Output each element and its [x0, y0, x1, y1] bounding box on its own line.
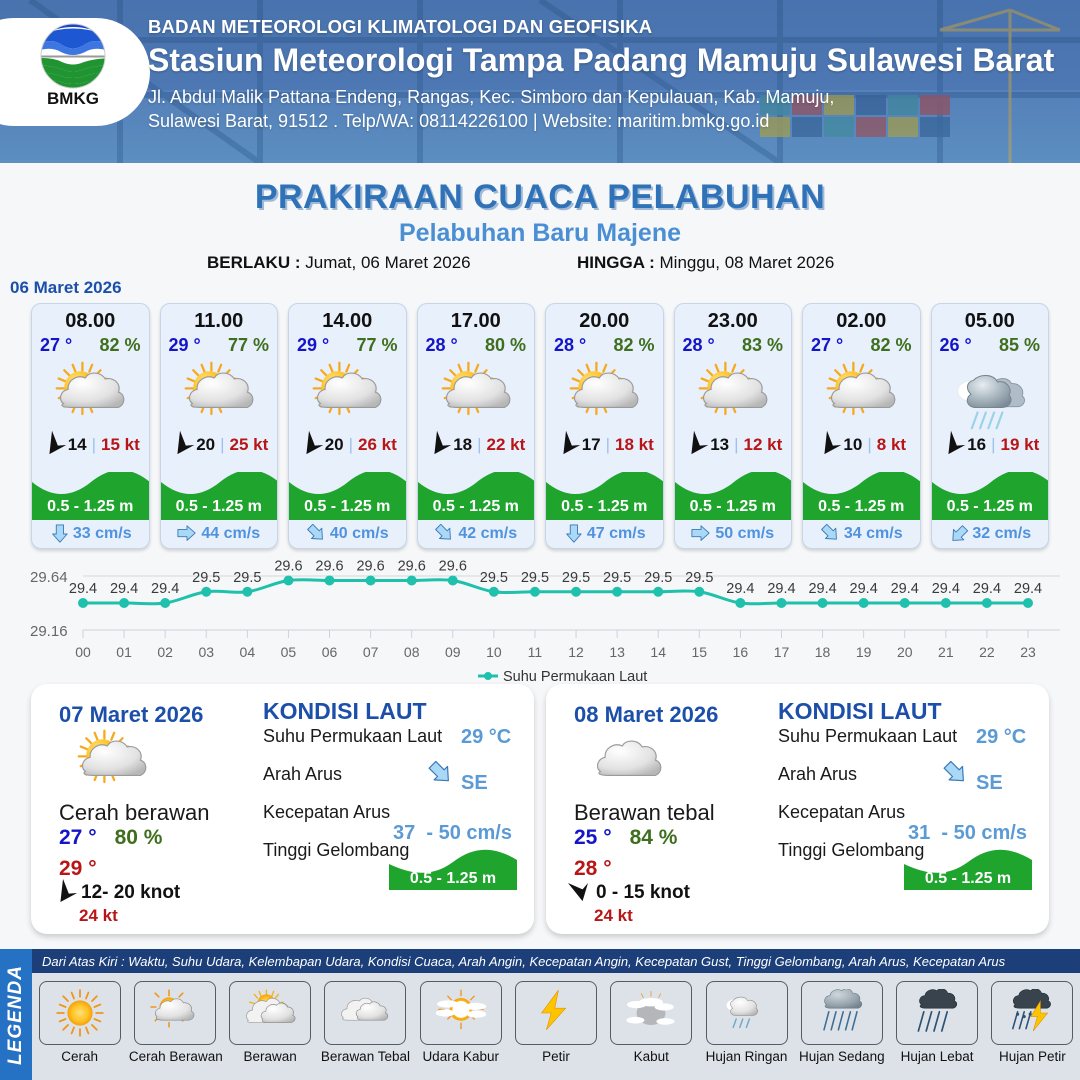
svg-text:29.4: 29.4 [850, 581, 878, 597]
svg-text:11: 11 [528, 644, 543, 660]
svg-text:03: 03 [198, 644, 214, 660]
svg-text:17: 17 [774, 644, 790, 660]
svg-text:20: 20 [897, 644, 913, 660]
svg-text:07: 07 [363, 644, 379, 660]
svg-text:Suhu Permukaan Laut: Suhu Permukaan Laut [503, 669, 647, 685]
svg-text:29.6: 29.6 [439, 559, 467, 575]
svg-text:09: 09 [445, 644, 461, 660]
svg-text:06: 06 [322, 644, 338, 660]
svg-text:29.64: 29.64 [30, 569, 68, 586]
svg-text:29.6: 29.6 [356, 559, 384, 575]
svg-text:16: 16 [733, 644, 749, 660]
svg-text:29.4: 29.4 [973, 581, 1001, 597]
svg-text:15: 15 [692, 644, 708, 660]
svg-text:00: 00 [75, 644, 91, 660]
svg-text:04: 04 [240, 644, 256, 660]
svg-text:08: 08 [404, 644, 420, 660]
svg-text:14: 14 [650, 644, 666, 660]
svg-text:29.4: 29.4 [151, 581, 179, 597]
svg-text:29.6: 29.6 [398, 559, 426, 575]
svg-text:29.6: 29.6 [274, 559, 302, 575]
svg-text:22: 22 [979, 644, 995, 660]
svg-text:29.5: 29.5 [192, 570, 220, 586]
svg-text:29.6: 29.6 [315, 559, 343, 575]
svg-text:29.4: 29.4 [69, 581, 97, 597]
svg-text:29.5: 29.5 [603, 570, 631, 586]
svg-text:29.5: 29.5 [521, 570, 549, 586]
svg-text:29.4: 29.4 [932, 581, 960, 597]
svg-text:29.16: 29.16 [30, 623, 68, 640]
svg-text:29.5: 29.5 [480, 570, 508, 586]
svg-text:29.5: 29.5 [233, 570, 261, 586]
svg-text:29.5: 29.5 [562, 570, 590, 586]
svg-text:13: 13 [609, 644, 625, 660]
svg-text:05: 05 [281, 644, 297, 660]
svg-text:29.4: 29.4 [767, 581, 795, 597]
svg-text:01: 01 [116, 644, 132, 660]
svg-text:23: 23 [1020, 644, 1036, 660]
svg-text:02: 02 [157, 644, 173, 660]
svg-text:29.4: 29.4 [110, 581, 138, 597]
svg-text:19: 19 [856, 644, 872, 660]
svg-text:29.4: 29.4 [891, 581, 919, 597]
svg-text:29.5: 29.5 [644, 570, 672, 586]
svg-text:29.4: 29.4 [808, 581, 836, 597]
svg-text:10: 10 [486, 644, 502, 660]
svg-text:12: 12 [568, 644, 584, 660]
svg-text:29.4: 29.4 [1014, 581, 1042, 597]
svg-text:BMKG: BMKG [47, 89, 99, 108]
svg-text:21: 21 [938, 644, 954, 660]
svg-text:29.4: 29.4 [726, 581, 754, 597]
svg-text:29.5: 29.5 [685, 570, 713, 586]
svg-text:18: 18 [815, 644, 831, 660]
